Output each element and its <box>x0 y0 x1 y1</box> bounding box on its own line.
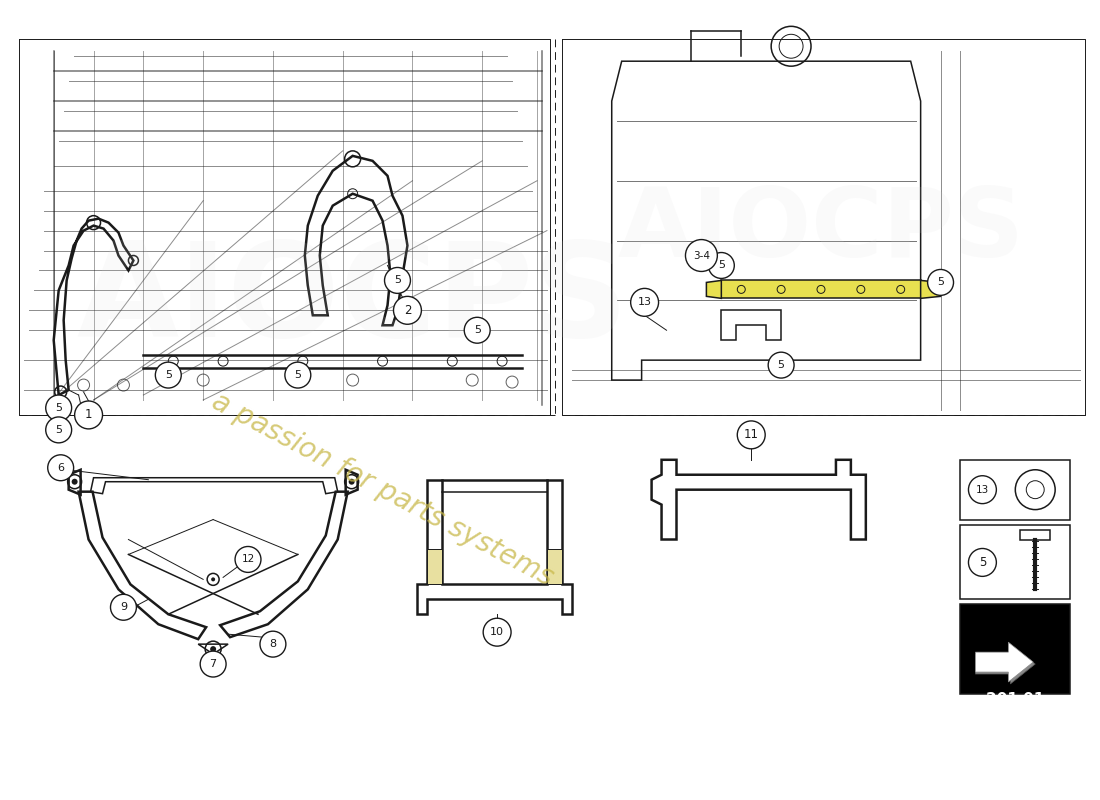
Circle shape <box>211 578 216 582</box>
Circle shape <box>768 352 794 378</box>
Text: 201 01: 201 01 <box>987 692 1044 707</box>
Circle shape <box>685 239 717 271</box>
Circle shape <box>285 362 311 388</box>
Text: 11: 11 <box>744 428 759 442</box>
Circle shape <box>46 417 72 443</box>
Text: 5: 5 <box>55 425 63 435</box>
Polygon shape <box>976 644 1035 684</box>
Circle shape <box>155 362 182 388</box>
Text: 5: 5 <box>295 370 301 380</box>
Text: 12: 12 <box>241 554 254 565</box>
Text: 13: 13 <box>976 485 989 494</box>
Circle shape <box>927 270 954 295</box>
Polygon shape <box>547 550 562 584</box>
Text: 5: 5 <box>474 326 481 335</box>
Circle shape <box>260 631 286 657</box>
Text: 2: 2 <box>404 304 411 317</box>
Circle shape <box>235 546 261 572</box>
Circle shape <box>737 421 766 449</box>
Text: 13: 13 <box>638 298 651 307</box>
Circle shape <box>207 574 219 586</box>
Text: AIOCPS: AIOCPS <box>77 237 629 364</box>
Text: 1: 1 <box>85 409 92 422</box>
Circle shape <box>464 318 491 343</box>
Polygon shape <box>706 281 722 298</box>
Circle shape <box>72 478 78 485</box>
Text: 5: 5 <box>718 261 725 270</box>
Circle shape <box>46 395 72 421</box>
Circle shape <box>394 296 421 324</box>
Polygon shape <box>976 642 1033 682</box>
Bar <box>1021 530 1050 539</box>
Text: 8: 8 <box>270 639 276 649</box>
Text: 3-4: 3-4 <box>693 250 710 261</box>
Bar <box>722 281 921 298</box>
Text: a passion for parts systems: a passion for parts systems <box>207 387 558 592</box>
Text: 5: 5 <box>778 360 784 370</box>
Text: AIOCPS: AIOCPS <box>617 184 1024 277</box>
Circle shape <box>110 594 136 620</box>
Text: 9: 9 <box>120 602 127 612</box>
Text: 10: 10 <box>491 627 504 637</box>
Circle shape <box>483 618 512 646</box>
Circle shape <box>708 253 735 278</box>
Circle shape <box>968 476 997 504</box>
Bar <box>960 460 1070 519</box>
Bar <box>960 604 1070 694</box>
Text: 5: 5 <box>394 275 402 286</box>
Text: 5: 5 <box>937 278 944 287</box>
Text: 7: 7 <box>210 659 217 669</box>
Circle shape <box>630 288 659 316</box>
Circle shape <box>47 455 74 481</box>
Circle shape <box>75 401 102 429</box>
Circle shape <box>210 646 216 652</box>
Circle shape <box>200 651 227 677</box>
Text: 5: 5 <box>55 403 63 413</box>
Circle shape <box>385 267 410 294</box>
Circle shape <box>968 549 997 576</box>
Text: 6: 6 <box>57 462 64 473</box>
Text: 5: 5 <box>979 556 986 569</box>
Polygon shape <box>921 281 940 298</box>
Bar <box>960 525 1070 599</box>
Text: 5: 5 <box>165 370 172 380</box>
Polygon shape <box>428 550 442 584</box>
Circle shape <box>349 478 354 485</box>
